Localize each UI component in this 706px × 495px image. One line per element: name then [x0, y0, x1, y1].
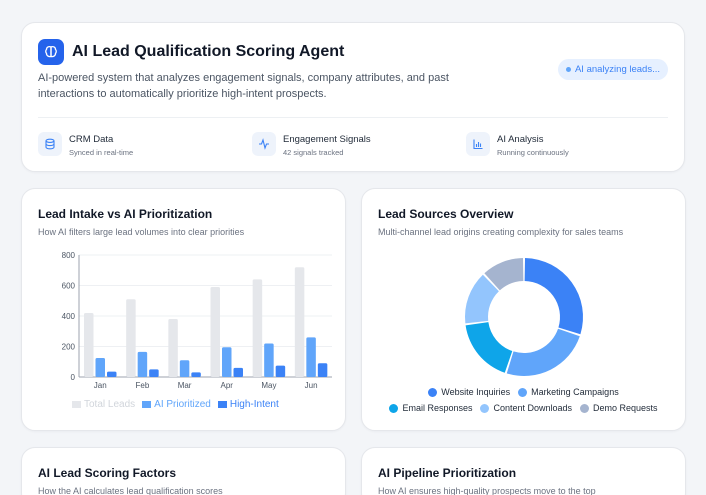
legend-label: Total Leads	[84, 399, 136, 410]
y-tick-label: 0	[71, 373, 76, 382]
stat-sub: 42 signals tracked	[283, 148, 344, 157]
pipeline-prioritization-card: AI Pipeline Prioritization How AI ensure…	[361, 447, 686, 495]
bar-total-leads	[84, 312, 94, 377]
bar-total-leads	[294, 267, 305, 377]
x-tick-label: May	[261, 381, 276, 390]
legend-item[interactable]: Marketing Campaigns	[518, 384, 619, 400]
card-subtitle: How AI ensures high-quality prospects mo…	[378, 486, 596, 495]
legend-item[interactable]: High-Intent	[217, 399, 279, 410]
bar-ai-prioritized	[95, 357, 105, 377]
donut-slice-marketing-campaigns	[506, 328, 580, 376]
x-tick-label: Apr	[221, 381, 234, 390]
status-badge-label: AI analyzing leads...	[574, 64, 660, 75]
x-tick-label: Jan	[94, 381, 107, 390]
legend-swatch	[389, 403, 399, 413]
bar-ai-prioritized	[222, 347, 232, 377]
database-icon	[38, 132, 62, 156]
legend-item[interactable]: AI Prioritized	[142, 399, 211, 410]
stat-label: Engagement Signals	[283, 134, 371, 145]
card-subtitle: How AI filters large lead volumes into c…	[38, 227, 245, 237]
y-tick-label: 400	[62, 312, 76, 321]
x-tick-label: Mar	[178, 381, 192, 390]
card-title: AI Lead Scoring Factors	[38, 466, 177, 480]
header-card: AI Lead Qualification Scoring Agent AI-p…	[21, 22, 685, 172]
legend-swatch	[72, 401, 81, 408]
legend-swatch	[518, 387, 528, 397]
legend-swatch	[480, 403, 490, 413]
legend-item[interactable]: Website Inquiries	[428, 384, 510, 400]
donut-slice-content-downloads	[465, 274, 499, 324]
page-description: AI-powered system that analyzes engageme…	[38, 72, 449, 100]
legend-label: High-Intent	[229, 399, 279, 410]
legend-label: AI Prioritized	[154, 399, 211, 410]
card-subtitle: Multi-channel lead origins creating comp…	[378, 227, 624, 237]
stat-label: AI Analysis	[497, 134, 544, 145]
bar-ai-prioritized	[264, 343, 274, 377]
scoring-factors-card: AI Lead Scoring Factors How the AI calcu…	[21, 447, 346, 495]
legend-swatch	[428, 387, 438, 397]
status-dot-icon	[565, 67, 571, 72]
legend-label: Demo Requests	[593, 403, 658, 413]
bar-total-leads	[126, 299, 136, 377]
legend-item[interactable]: Content Downloads	[480, 400, 572, 416]
bar-total-leads	[252, 279, 263, 377]
divider	[38, 117, 668, 118]
bar-high-intent	[317, 363, 328, 377]
lead-intake-card: Lead Intake vs AI Prioritization How AI …	[21, 188, 346, 431]
stat-label: CRM Data	[69, 134, 114, 145]
card-title: Lead Sources Overview	[378, 207, 514, 221]
legend-label: Email Responses	[402, 403, 473, 413]
lead-sources-donut-chart	[465, 258, 583, 376]
y-tick-label: 800	[62, 251, 76, 260]
brain-icon	[38, 39, 64, 65]
bar-total-leads	[210, 287, 220, 377]
status-badge: AI analyzing leads...	[557, 59, 668, 80]
donut-slice-demo-requests	[484, 258, 524, 291]
bar-high-intent	[107, 371, 117, 377]
legend-swatch	[142, 401, 152, 408]
page-title: AI Lead Qualification Scoring Agent	[72, 43, 345, 60]
legend-label: Marketing Campaigns	[531, 387, 619, 397]
legend-label: Website Inquiries	[441, 387, 511, 397]
x-tick-label: Jun	[305, 381, 318, 390]
bar-ai-prioritized	[137, 351, 148, 377]
card-title: AI Pipeline Prioritization	[378, 466, 517, 480]
legend-label: Content Downloads	[493, 403, 573, 413]
donut-slice-website-inquiries	[524, 258, 583, 335]
legend-item[interactable]: Total Leads	[72, 399, 135, 410]
bar-ai-prioritized	[306, 337, 316, 377]
bar-high-intent	[191, 372, 201, 377]
lead-sources-card: Lead Sources Overview Multi-channel lead…	[361, 188, 686, 431]
bar-total-leads	[168, 319, 178, 377]
bar-ai-prioritized	[179, 360, 190, 377]
donut-legend: Website Inquiries Marketing Campaigns Em…	[362, 384, 685, 416]
bar-chart-icon	[466, 132, 490, 156]
bar-high-intent	[233, 367, 243, 377]
legend-item[interactable]: Email Responses	[389, 400, 472, 416]
stat-sub: Synced in real-time	[69, 148, 134, 157]
activity-icon	[252, 132, 276, 156]
card-subtitle: How the AI calculates lead qualification…	[38, 486, 223, 495]
stat-sub: Running continuously	[497, 148, 569, 157]
donut-slice-email-responses	[465, 322, 513, 373]
legend-swatch	[580, 403, 590, 413]
y-tick-label: 200	[62, 343, 76, 352]
card-title: Lead Intake vs AI Prioritization	[38, 207, 213, 221]
x-tick-label: Feb	[136, 381, 150, 390]
bar-high-intent	[275, 365, 286, 377]
legend-swatch	[217, 401, 227, 408]
bar-chart-legend: Total Leads AI Prioritized High-Intent	[72, 399, 279, 410]
bar-high-intent	[149, 369, 159, 377]
y-tick-label: 600	[62, 282, 76, 291]
lead-intake-bar-chart: 0 200 400 600 800 Jan Feb Mar Apr May Jun	[62, 251, 332, 390]
legend-item[interactable]: Demo Requests	[580, 400, 658, 416]
